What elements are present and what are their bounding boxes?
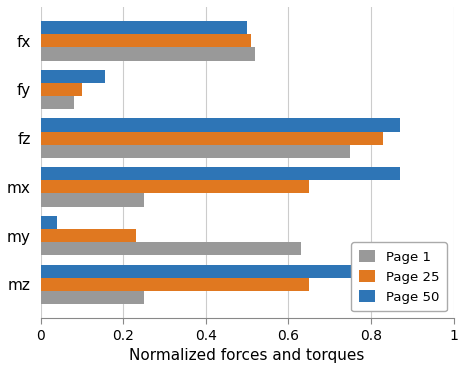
Bar — [40, 145, 350, 158]
Bar — [40, 118, 400, 132]
Bar — [40, 242, 301, 255]
Bar — [40, 21, 247, 34]
Bar — [40, 278, 309, 291]
Bar — [40, 70, 105, 83]
Bar — [40, 132, 384, 145]
Legend: Page 1, Page 25, Page 50: Page 1, Page 25, Page 50 — [351, 242, 447, 312]
Bar — [40, 216, 57, 229]
Bar — [40, 47, 255, 61]
Bar — [40, 167, 400, 180]
Bar — [40, 180, 309, 194]
Bar — [40, 291, 144, 304]
X-axis label: Normalized forces and torques: Normalized forces and torques — [129, 348, 365, 363]
Bar — [40, 194, 144, 206]
Bar — [40, 34, 251, 47]
Bar — [40, 265, 400, 278]
Bar — [40, 229, 136, 242]
Bar — [40, 83, 82, 96]
Bar — [40, 96, 73, 109]
